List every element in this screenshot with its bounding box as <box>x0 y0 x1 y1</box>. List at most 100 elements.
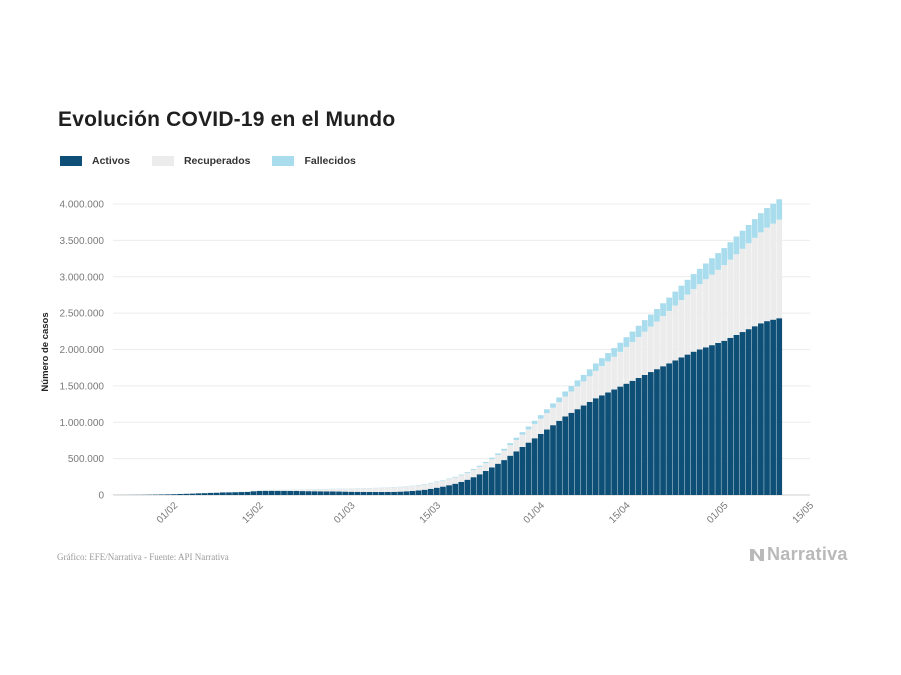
x-tick-label: 01/03 <box>332 500 358 526</box>
bar-recuperados <box>513 439 520 452</box>
bar-fallecidos <box>654 309 660 322</box>
bar-recuperados <box>556 402 562 421</box>
bar-recuperados <box>385 487 391 492</box>
legend-item-fallecidos: Fallecidos <box>272 155 356 167</box>
bar-recuperados <box>684 294 691 355</box>
bar-activos <box>751 326 758 495</box>
bar-fallecidos <box>605 353 611 362</box>
grid-lines <box>113 203 810 496</box>
bar-activos <box>330 491 336 495</box>
y-axis-label: Número de casos <box>40 312 51 391</box>
legend-swatch-activos <box>60 156 82 166</box>
legend-swatch-fallecidos <box>272 156 295 166</box>
legend-label-fallecidos: Fallecidos <box>304 155 356 167</box>
bar-activos <box>219 492 226 495</box>
x-tick-label: 01/02 <box>155 500 181 526</box>
bar-activos <box>696 349 703 495</box>
bar-recuperados <box>647 326 654 373</box>
bar-activos <box>275 490 281 495</box>
bar-activos <box>482 470 489 495</box>
bar-activos <box>195 493 202 495</box>
bar-activos <box>647 372 654 495</box>
bar-activos <box>256 490 263 495</box>
bar-fallecidos <box>660 303 666 317</box>
bar-fallecidos <box>696 268 703 285</box>
bar-recuperados <box>464 472 471 480</box>
bar-activos <box>354 491 361 495</box>
bar-fallecidos <box>440 480 446 481</box>
bar-recuperados <box>562 396 569 417</box>
bar-fallecidos <box>592 363 599 371</box>
bar-recuperados <box>727 259 734 338</box>
bar-recuperados <box>342 488 348 492</box>
bar-fallecidos <box>544 409 550 414</box>
bar-fallecidos <box>703 263 709 280</box>
bar-recuperados <box>421 484 428 490</box>
y-tick-label: 500.000 <box>68 454 105 465</box>
bar-activos <box>470 477 477 495</box>
bar-activos <box>635 377 642 495</box>
bar-activos <box>660 366 666 495</box>
bar-recuperados <box>330 489 336 492</box>
bar-recuperados <box>696 284 703 350</box>
bar-recuperados <box>629 342 636 381</box>
bar-activos <box>391 491 397 495</box>
bar-recuperados <box>586 376 593 402</box>
y-tick-label: 3.000.000 <box>60 272 105 283</box>
bar-recuperados <box>458 475 465 482</box>
bar-activos <box>715 342 721 495</box>
y-tick-label: 2.000.000 <box>60 345 105 356</box>
bar-activos <box>385 491 391 495</box>
bar-activos <box>311 491 318 495</box>
bar-recuperados <box>623 346 630 384</box>
bar-activos <box>586 401 593 495</box>
bar-activos <box>360 491 367 495</box>
axes: 0 500.000 1.000.000 1.500.000 2.000.000 2.500… <box>60 200 817 526</box>
chart-legend: Activos Recuperados Fallecidos <box>60 155 378 167</box>
bar-recuperados <box>635 336 642 378</box>
chart-title: Evolución COVID-19 en el Mundo <box>58 108 396 131</box>
bar-activos <box>605 392 611 495</box>
legend-label-activos: Activos <box>92 155 130 167</box>
bar-recuperados <box>336 488 342 492</box>
bar-fallecidos <box>641 320 648 332</box>
bar-activos <box>158 494 165 495</box>
bar-activos <box>183 493 190 495</box>
bar-activos <box>226 492 232 495</box>
bar-recuperados <box>378 487 385 492</box>
bar-fallecidos <box>556 397 562 403</box>
bar-fallecidos <box>513 437 520 440</box>
legend-label-recuperados: Recuperados <box>183 155 251 167</box>
bar-activos <box>348 491 355 495</box>
bar-activos <box>305 491 312 495</box>
legend-item-recuperados: Recuperados <box>151 155 251 167</box>
bar-recuperados <box>531 423 538 439</box>
bar-fallecidos <box>758 213 764 233</box>
bar-activos <box>507 455 514 495</box>
bar-activos <box>189 493 196 495</box>
bar-fallecidos <box>495 453 501 455</box>
bar-fallecidos <box>599 358 605 367</box>
bar-activos <box>268 490 275 495</box>
bar-recuperados <box>617 351 624 387</box>
bar-activos <box>403 491 410 495</box>
bar-activos <box>409 490 416 495</box>
bar-activos <box>201 493 208 495</box>
bar-recuperados <box>470 470 477 478</box>
bar-recuperados <box>354 488 361 492</box>
bar-activos <box>684 354 691 495</box>
bar-activos <box>556 420 562 495</box>
bar-activos <box>568 412 575 495</box>
bar-activos <box>592 398 599 495</box>
bar-recuperados <box>409 486 416 491</box>
bar-activos <box>770 319 776 495</box>
y-tick-label: 1.000.000 <box>60 418 105 429</box>
bar-fallecidos <box>629 331 636 343</box>
bar-recuperados <box>544 413 550 430</box>
bar-fallecidos <box>709 258 715 275</box>
bar-activos <box>672 360 679 495</box>
bar-recuperados <box>525 429 532 443</box>
bar-recuperados <box>678 300 685 358</box>
narrativa-logo: Narrativa <box>749 544 848 565</box>
y-tick-label: 4.000.000 <box>60 200 105 211</box>
